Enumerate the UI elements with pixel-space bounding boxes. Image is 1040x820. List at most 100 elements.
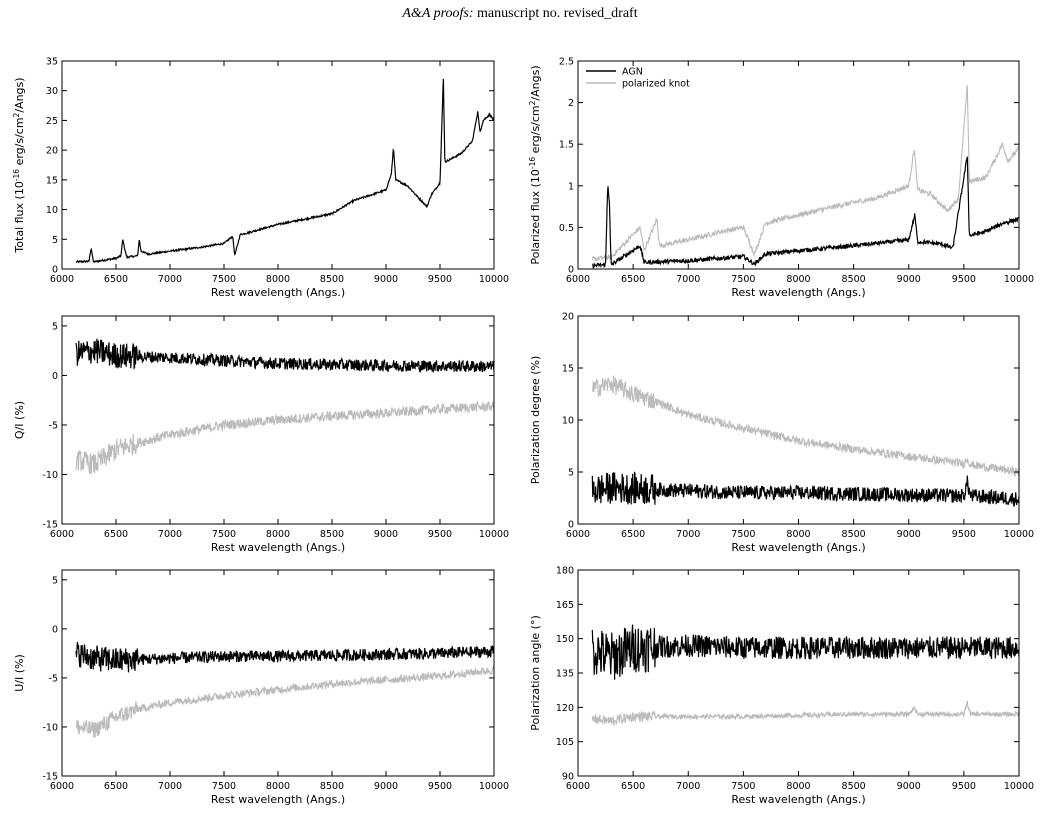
y-tick-label: -10 bbox=[42, 722, 58, 733]
series-line-knot bbox=[591, 85, 1019, 262]
y-axis-label: Polarization degree (%) bbox=[529, 356, 542, 485]
y-tick-label: 2.5 bbox=[559, 57, 574, 68]
x-tick-label: 7500 bbox=[731, 781, 755, 792]
y-axis-label: U/I (%) bbox=[13, 654, 26, 692]
y-axis-label: Total flux (10-16 erg/s/cm2/Angs) bbox=[12, 77, 27, 253]
y-tick-label: 15 bbox=[46, 175, 58, 186]
x-tick-label: 6000 bbox=[50, 274, 74, 285]
series-group bbox=[591, 375, 1019, 507]
x-tick-label: 10000 bbox=[479, 781, 509, 792]
x-tick-label: 8500 bbox=[320, 274, 344, 285]
series-line-agn bbox=[75, 78, 494, 264]
x-tick-label: 8500 bbox=[320, 529, 344, 540]
y-tick-label: 135 bbox=[556, 669, 574, 680]
chart-panel-1: 6000 6500 7000 7500 8000 8500 9000 9500 10000 0 5 1… bbox=[12, 57, 510, 300]
y-tick-label: 120 bbox=[556, 703, 574, 714]
x-tick-label: 6000 bbox=[566, 529, 590, 540]
y-tick-label: 0 bbox=[568, 520, 574, 531]
y-tick-label: -5 bbox=[49, 673, 58, 684]
x-tick-label: 7000 bbox=[158, 274, 182, 285]
x-tick-label: 6000 bbox=[566, 274, 590, 285]
x-tick-label: 7000 bbox=[676, 529, 700, 540]
x-tick-label: 9000 bbox=[374, 274, 398, 285]
x-tick-label: 10000 bbox=[1004, 529, 1034, 540]
y-tick-label: 25 bbox=[46, 116, 58, 127]
x-tick-label: 9500 bbox=[428, 781, 452, 792]
x-tick-label: 9000 bbox=[897, 781, 921, 792]
x-tick-label: 8000 bbox=[786, 274, 810, 285]
x-tick-label: 6500 bbox=[104, 781, 128, 792]
x-tick-label: 6500 bbox=[621, 529, 645, 540]
x-tick-label: 7000 bbox=[158, 529, 182, 540]
series-group bbox=[75, 642, 494, 738]
chart-panel-3: 6000 6500 7000 7500 8000 8500 9000 9500 10000 -15… bbox=[13, 315, 509, 554]
y-tick-label: -10 bbox=[42, 470, 58, 481]
x-axis-label: Rest wavelength (Angs.) bbox=[731, 286, 865, 299]
x-tick-label: 9500 bbox=[952, 529, 976, 540]
y-tick-label: 5 bbox=[52, 575, 58, 586]
series-group bbox=[591, 624, 1019, 727]
y-tick-label: 105 bbox=[556, 737, 574, 748]
x-tick-label: 9500 bbox=[952, 274, 976, 285]
y-tick-label: 15 bbox=[562, 364, 574, 375]
y-tick-label: 5 bbox=[52, 235, 58, 246]
series-group bbox=[75, 338, 494, 475]
x-axis-label: Rest wavelength (Angs.) bbox=[211, 541, 345, 554]
page-header: A&A proofs: manuscript no. revised_draft bbox=[0, 6, 1040, 22]
series-line-knot bbox=[75, 665, 494, 738]
x-tick-label: 8500 bbox=[320, 781, 344, 792]
y-tick-label: 165 bbox=[556, 600, 574, 611]
plot-frame bbox=[577, 60, 1020, 270]
y-tick-label: 10 bbox=[46, 205, 58, 216]
x-tick-label: 9500 bbox=[428, 274, 452, 285]
x-tick-label: 7500 bbox=[731, 274, 755, 285]
y-axis-label: Polarization angle (°) bbox=[529, 615, 542, 731]
y-tick-label: 0.5 bbox=[559, 223, 574, 234]
x-tick-label: 8000 bbox=[786, 529, 810, 540]
x-tick-label: 9000 bbox=[897, 529, 921, 540]
x-tick-label: 6500 bbox=[104, 529, 128, 540]
x-tick-label: 6500 bbox=[621, 274, 645, 285]
x-axis-label: Rest wavelength (Angs.) bbox=[211, 286, 345, 299]
series-line-agn bbox=[591, 624, 1019, 680]
x-tick-label: 7500 bbox=[212, 274, 236, 285]
x-axis-label: Rest wavelength (Angs.) bbox=[731, 541, 865, 554]
series-line-knot bbox=[592, 375, 1019, 478]
x-tick-label: 8000 bbox=[786, 781, 810, 792]
series-group bbox=[75, 78, 494, 264]
series-line-knot bbox=[591, 700, 1019, 727]
y-tick-label: 1.5 bbox=[559, 140, 574, 151]
x-tick-label: 7000 bbox=[676, 274, 700, 285]
y-tick-label: 20 bbox=[562, 312, 574, 323]
y-tick-label: -15 bbox=[42, 520, 58, 531]
series-line-agn bbox=[591, 471, 1019, 507]
y-tick-label: 35 bbox=[46, 57, 58, 68]
x-tick-label: 6500 bbox=[104, 274, 128, 285]
legend-label-agn: AGN bbox=[622, 67, 643, 78]
legend-label-knot: polarized knot bbox=[622, 79, 690, 90]
series-line-knot bbox=[75, 400, 494, 475]
x-tick-label: 7500 bbox=[212, 781, 236, 792]
manuscript-label: manuscript no. revised_draft bbox=[477, 6, 638, 21]
x-tick-label: 9000 bbox=[374, 529, 398, 540]
x-tick-label: 8000 bbox=[266, 781, 290, 792]
y-tick-label: 0 bbox=[52, 371, 58, 382]
y-tick-label: 2 bbox=[568, 98, 574, 109]
y-tick-label: 0 bbox=[52, 624, 58, 635]
x-axis-label: Rest wavelength (Angs.) bbox=[731, 793, 865, 806]
x-tick-label: 7000 bbox=[676, 781, 700, 792]
y-tick-label: 0 bbox=[52, 265, 58, 276]
chart-panel-2: 6000 6500 7000 7500 8000 8500 9000 9500 10000 0 0.… bbox=[528, 57, 1035, 300]
x-tick-label: 8500 bbox=[842, 529, 866, 540]
x-tick-label: 9500 bbox=[952, 781, 976, 792]
y-axis-label: Q/I (%) bbox=[13, 401, 26, 439]
x-tick-label: 8500 bbox=[842, 274, 866, 285]
chart-panel-5: 6000 6500 7000 7500 8000 8500 9000 9500 10000 -15… bbox=[13, 569, 509, 806]
x-tick-label: 10000 bbox=[479, 529, 509, 540]
x-tick-label: 9000 bbox=[897, 274, 921, 285]
plot-frame bbox=[61, 569, 495, 777]
x-tick-label: 10000 bbox=[479, 274, 509, 285]
x-axis-label: Rest wavelength (Angs.) bbox=[211, 793, 345, 806]
plot-frame bbox=[61, 60, 495, 270]
